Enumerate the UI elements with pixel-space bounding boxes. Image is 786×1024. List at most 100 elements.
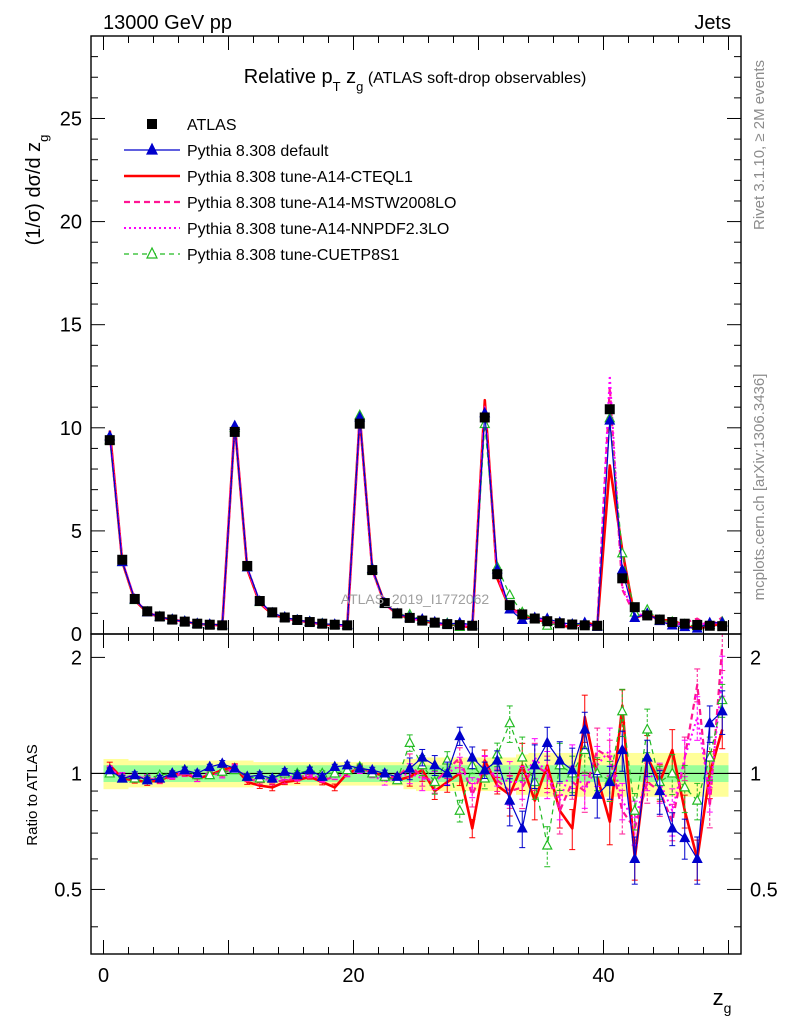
atlas-data-point — [679, 618, 690, 629]
series-1-ratio-point — [179, 763, 191, 775]
series-1-ratio-point — [266, 772, 278, 783]
series-1-ratio-point — [579, 723, 591, 734]
main-y-tick-label: 0 — [71, 624, 82, 646]
series-1-ratio-point — [229, 762, 241, 773]
series-layer — [104, 374, 728, 885]
series-1-ratio-point — [641, 751, 653, 762]
series-1-ratio-point — [616, 743, 628, 755]
series-1-ratio-point — [416, 751, 428, 762]
series-1-ratio-point — [241, 770, 253, 781]
series-5-ratio-line — [109, 699, 723, 847]
atlas-data-point — [467, 620, 478, 631]
series-1-ratio-point — [466, 751, 478, 762]
series-5-ratio-point — [679, 781, 691, 792]
atlas-data-point — [392, 608, 403, 619]
series-1-ratio-point — [354, 762, 366, 773]
title-sub-t: T — [333, 79, 341, 94]
atlas-data-point — [342, 620, 353, 631]
main-y-tick-label: 20 — [60, 212, 82, 234]
series-1-ratio-point — [691, 852, 703, 864]
legend-marker — [146, 246, 158, 259]
atlas-data-point — [154, 611, 165, 622]
atlas-data-point — [117, 554, 128, 565]
title-zg: z — [341, 66, 357, 88]
series-5-ratio-point — [504, 716, 516, 728]
series-1-ratio-point — [329, 760, 341, 771]
atlas-data-point — [667, 617, 678, 628]
legend-label: Pythia 8.308 tune-A14-CTEQL1 — [187, 169, 413, 186]
series-5-ratio-point — [204, 768, 216, 780]
series-1-ratio-point — [129, 768, 141, 780]
series-5-ratio-point — [216, 765, 228, 776]
atlas-data-point — [542, 616, 553, 627]
series-1-ratio-point — [154, 772, 166, 783]
series-5-ratio-point — [329, 767, 341, 778]
series-5-ratio-point — [341, 763, 353, 775]
atlas-data-point — [592, 620, 603, 631]
series-1-ratio-point — [279, 765, 291, 776]
series-1-ratio-point — [429, 758, 441, 770]
atlas-data-point — [479, 412, 490, 423]
atlas-data-point — [317, 618, 328, 629]
series-1-ratio-point — [254, 768, 266, 780]
atlas-data-point — [617, 573, 628, 584]
atlas-data-point — [292, 614, 303, 625]
main-y-tick-label: 25 — [60, 108, 82, 130]
atlas-data-point — [217, 620, 228, 631]
main-y-tick-label: 5 — [71, 521, 82, 543]
legend-label: Pythia 8.308 tune-CUETP8S1 — [187, 247, 400, 264]
legend-label: Pythia 8.308 default — [187, 143, 329, 160]
series-1-ratio-point — [104, 763, 116, 775]
x-tick-label: 20 — [342, 965, 364, 987]
series-1-ratio-point — [529, 758, 541, 770]
data-points — [104, 404, 728, 632]
watermark: ATLAS_2019_I1772062 — [341, 591, 490, 607]
series-5-ratio-point — [691, 794, 703, 805]
atlas-data-point — [192, 618, 203, 629]
atlas-data-point — [129, 593, 140, 604]
series-5-ratio-point — [629, 804, 641, 815]
atlas-data-point — [229, 426, 240, 437]
series-1-ratio-point — [541, 736, 553, 748]
ratio-y-tick-label-right: 2 — [750, 647, 761, 669]
series-1-ratio-point — [379, 767, 391, 778]
series-1-ratio-point — [679, 831, 691, 843]
atlas-data-point — [367, 565, 378, 576]
atlas-data-point — [717, 621, 728, 632]
y-axis-label-main: (1/σ) dσ/d zg — [23, 135, 51, 246]
atlas-data-point — [179, 616, 190, 627]
series-1-ratio-point — [216, 757, 228, 768]
series-5-ratio-point — [454, 804, 466, 815]
title-main: Relative p — [244, 66, 333, 88]
atlas-data-point — [404, 612, 415, 623]
series-4-main-line — [108, 374, 723, 628]
atlas-data-point — [504, 600, 515, 611]
series-5-main-point — [504, 588, 516, 600]
atlas-data-point — [204, 619, 215, 630]
legend-label: Pythia 8.308 tune-A14-MSTW2008LO — [187, 195, 456, 212]
atlas-data-point — [529, 613, 540, 624]
series-1-ratio-point — [716, 704, 728, 716]
atlas-data-point — [692, 619, 703, 630]
series-1-main-point — [604, 414, 616, 425]
energy-label: 13000 GeV pp — [103, 12, 232, 34]
series-1-ratio-point — [704, 716, 716, 728]
ratio-y-tick-label-left: 0.5 — [54, 879, 82, 901]
series-1-ratio-point — [441, 767, 453, 778]
series-1-ratio-point — [554, 754, 566, 765]
atlas-data-point — [304, 617, 315, 628]
series-1-ratio-point — [454, 729, 466, 741]
title-note: (ATLAS soft-drop observables) — [363, 70, 586, 87]
x-tick-label: 40 — [592, 965, 614, 987]
series-1-ratio-point — [141, 773, 153, 785]
atlas-data-point — [554, 618, 565, 629]
atlas-data-point — [142, 606, 153, 617]
series-1-ratio-point — [404, 762, 416, 773]
series-5-ratio-point — [429, 775, 441, 787]
series-1-ratio-point — [291, 768, 303, 780]
ratio-y-tick-label-left: 1 — [71, 763, 82, 785]
series-1-ratio-point — [304, 763, 316, 775]
atlas-data-point — [604, 404, 615, 415]
side-label-rivet: Rivet 3.1.10, ≥ 2M events — [751, 60, 768, 230]
atlas-data-point — [242, 560, 253, 571]
